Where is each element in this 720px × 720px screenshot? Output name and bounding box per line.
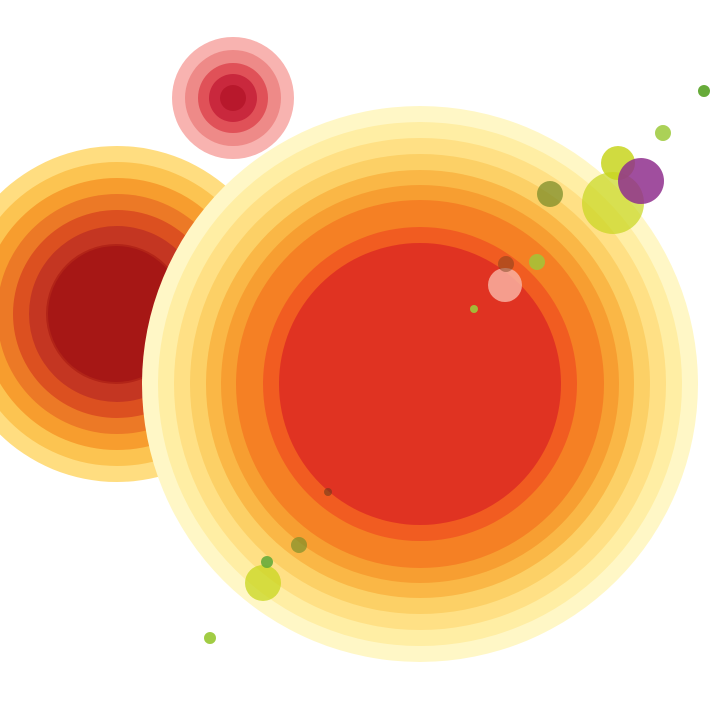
sun-ring-9 bbox=[279, 243, 561, 525]
accent-dot-lime-tiny bbox=[470, 305, 478, 313]
accent-dot-olive-low bbox=[291, 537, 307, 553]
accent-dot-olive bbox=[537, 181, 563, 207]
accent-dot-pink bbox=[488, 268, 522, 302]
sun-ring-cluster bbox=[142, 106, 698, 662]
accent-dot-brown bbox=[498, 256, 514, 272]
accent-dot-lime-bottom bbox=[204, 632, 216, 644]
small-ring-5 bbox=[220, 85, 246, 111]
accent-dots bbox=[204, 85, 710, 644]
accent-dot-purple bbox=[618, 158, 664, 204]
accent-dot-lime-small bbox=[655, 125, 671, 141]
small-ring-cluster bbox=[172, 37, 294, 159]
accent-dot-chartreuse-low bbox=[245, 565, 281, 601]
accent-dot-brown-low bbox=[324, 488, 332, 496]
accent-dot-green-low bbox=[261, 556, 273, 568]
accent-dot-lime-mid bbox=[529, 254, 545, 270]
accent-dot-green-corner bbox=[698, 85, 710, 97]
